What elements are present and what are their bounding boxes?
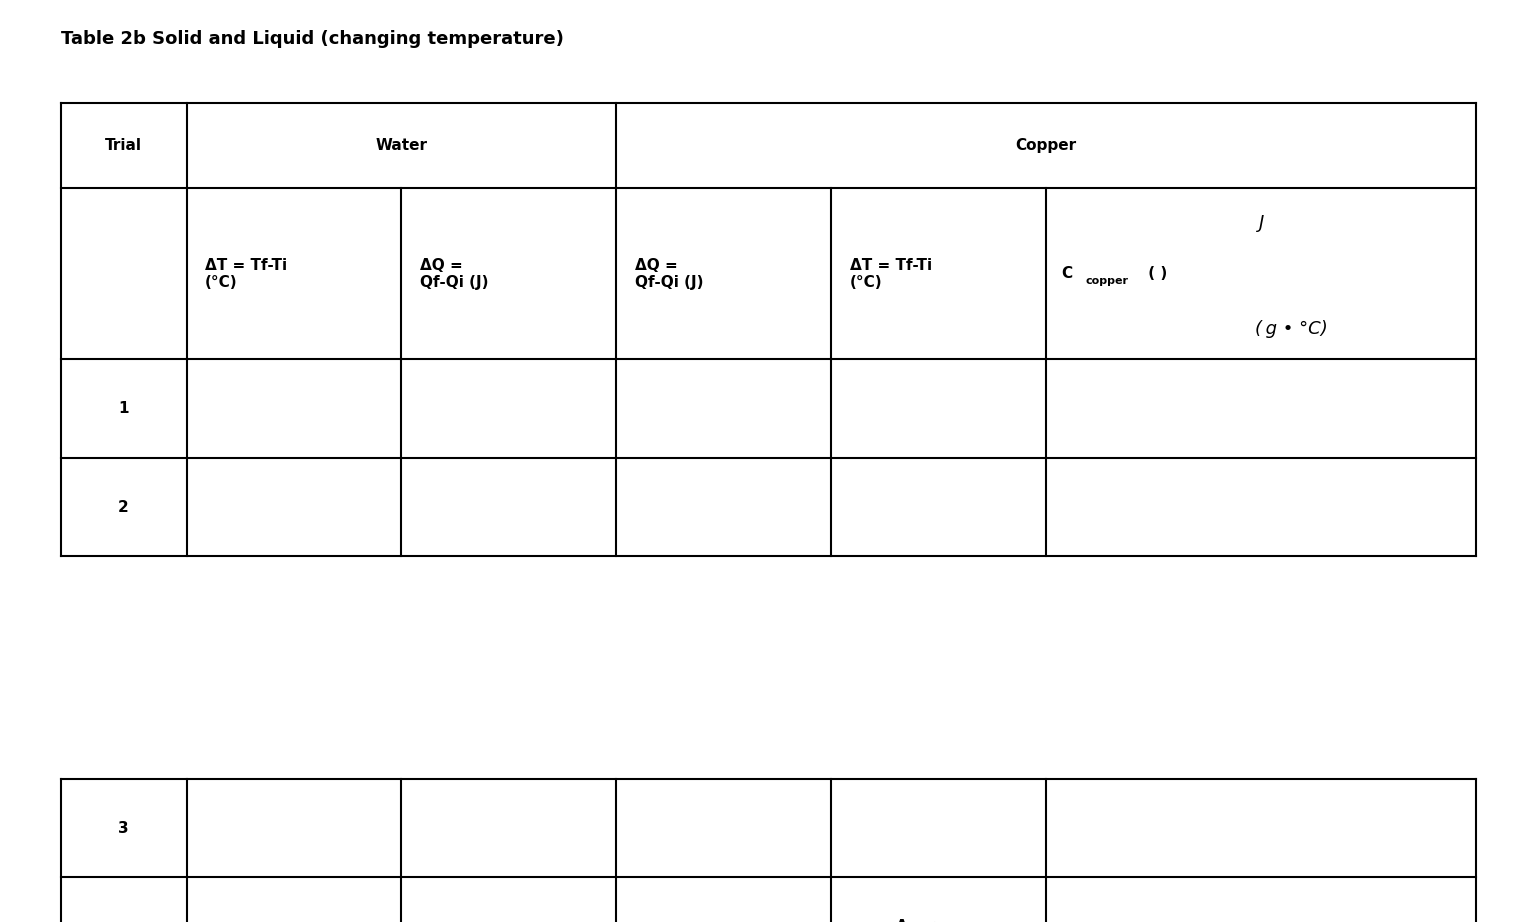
- Text: Trial: Trial: [104, 138, 142, 153]
- Text: Copper: Copper: [1016, 138, 1076, 153]
- Text: 2: 2: [118, 500, 129, 514]
- Text: J: J: [1258, 214, 1264, 231]
- Text: ( ): ( ): [1143, 266, 1167, 281]
- Text: Table 2b Solid and Liquid (changing temperature): Table 2b Solid and Liquid (changing temp…: [61, 30, 563, 48]
- Text: copper: copper: [1086, 276, 1128, 286]
- Text: ΔQ =
Qf-Qi (J): ΔQ = Qf-Qi (J): [419, 257, 488, 290]
- Text: Water: Water: [375, 138, 427, 153]
- Text: 3: 3: [118, 821, 129, 835]
- Text: ΔT = Tf-Ti
(°C): ΔT = Tf-Ti (°C): [849, 257, 931, 290]
- Text: ΔQ =
Qf-Qi (J): ΔQ = Qf-Qi (J): [634, 257, 702, 290]
- Text: C: C: [1061, 266, 1072, 281]
- Text: ΔT = Tf-Ti
(°C): ΔT = Tf-Ti (°C): [204, 257, 286, 290]
- Text: Average c: Average c: [896, 919, 981, 922]
- Text: ( g • °C): ( g • °C): [1255, 320, 1328, 337]
- Text: 1: 1: [118, 401, 129, 416]
